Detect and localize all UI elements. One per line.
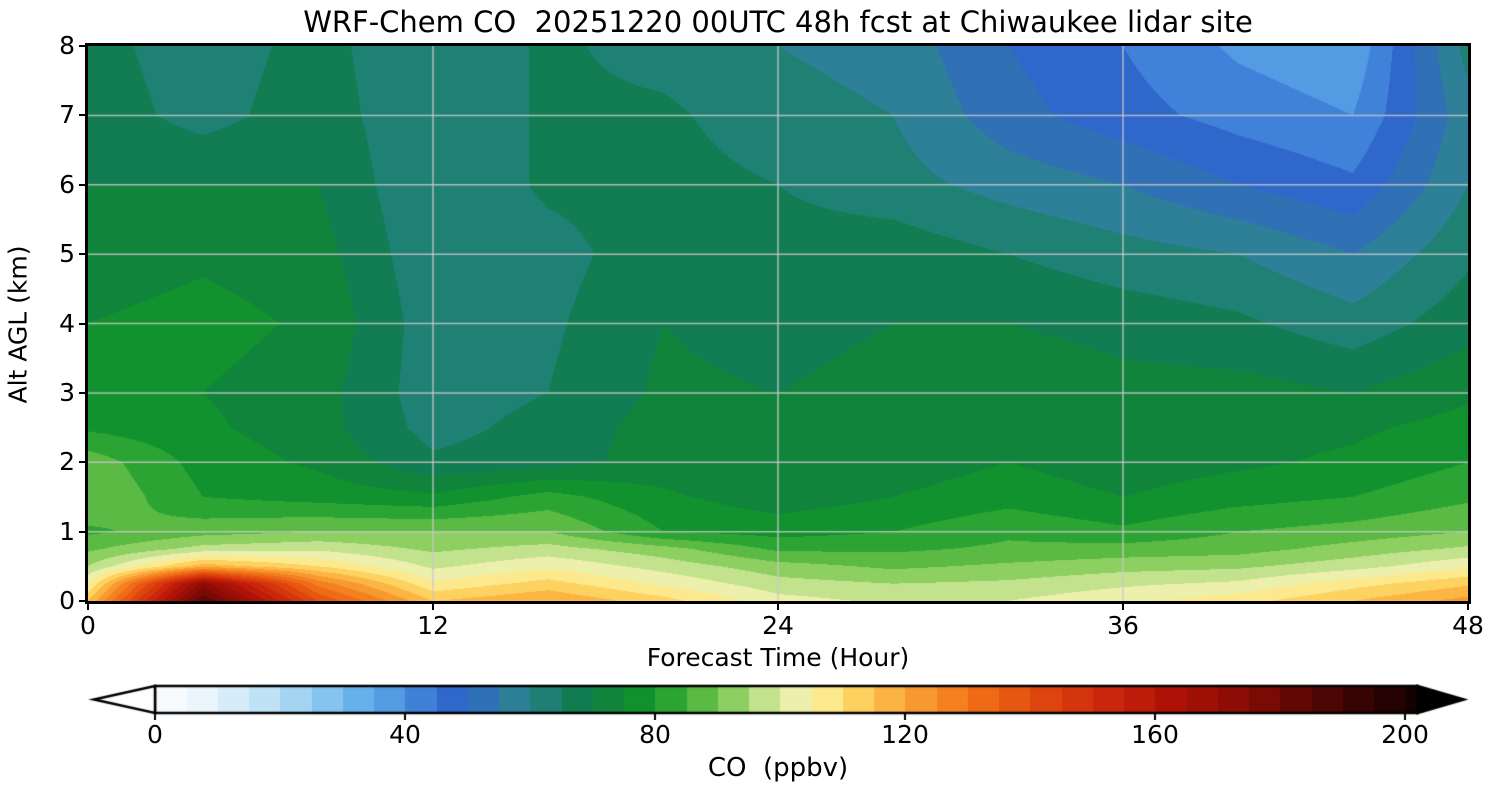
colorbar-label: CO (ppbv) (707, 753, 849, 783)
y-axis-tick-label: 0 (59, 586, 75, 615)
y-axis-tick-label: 5 (59, 239, 75, 269)
y-axis-tick (79, 253, 85, 256)
y-axis-tick-label: 7 (59, 100, 75, 130)
y-axis-tick-label: 8 (59, 31, 75, 60)
y-axis-tick (79, 391, 85, 394)
x-axis-tick-label: 36 (1107, 611, 1139, 640)
colorbar-tick-label: 160 (1131, 720, 1179, 749)
colorbar-tick-label: 40 (389, 720, 421, 749)
x-axis-tick (432, 604, 434, 610)
contour-canvas (88, 46, 1468, 601)
y-axis-tick (79, 322, 85, 325)
colorbar-canvas (88, 684, 1470, 720)
x-axis-tick (1467, 604, 1469, 610)
x-axis-tick-label: 12 (417, 611, 449, 640)
colorbar-tick-label: 80 (639, 720, 671, 749)
x-axis-tick (87, 604, 89, 610)
y-axis-tick (79, 530, 85, 533)
plot-area (85, 43, 1471, 604)
x-axis-tick-label: 0 (80, 611, 96, 640)
x-axis-label: Forecast Time (Hour) (646, 643, 910, 672)
y-axis-tick (79, 461, 85, 464)
x-axis-tick-label: 48 (1452, 611, 1484, 640)
y-axis-tick (79, 45, 85, 47)
y-axis-tick-label: 6 (59, 169, 75, 199)
y-axis-tick-label: 2 (59, 447, 75, 477)
colorbar-tick-label: 200 (1381, 720, 1429, 749)
y-axis-tick-label: 1 (59, 516, 75, 546)
y-axis-tick (79, 600, 85, 602)
colorbar-tick-label: 120 (881, 720, 929, 749)
x-axis-tick (777, 604, 779, 610)
y-axis-tick (79, 183, 85, 186)
x-axis-tick (1122, 604, 1124, 610)
chart-title: WRF-Chem CO 20251220 00UTC 48h fcst at C… (303, 5, 1253, 39)
y-axis-label: Alt AGL (km) (3, 245, 33, 404)
y-axis-tick-label: 4 (59, 308, 75, 338)
y-axis-tick (79, 114, 85, 117)
y-axis-tick-label: 3 (59, 377, 75, 407)
colorbar-tick-label: 0 (147, 720, 163, 749)
x-axis-tick-label: 24 (762, 611, 794, 640)
